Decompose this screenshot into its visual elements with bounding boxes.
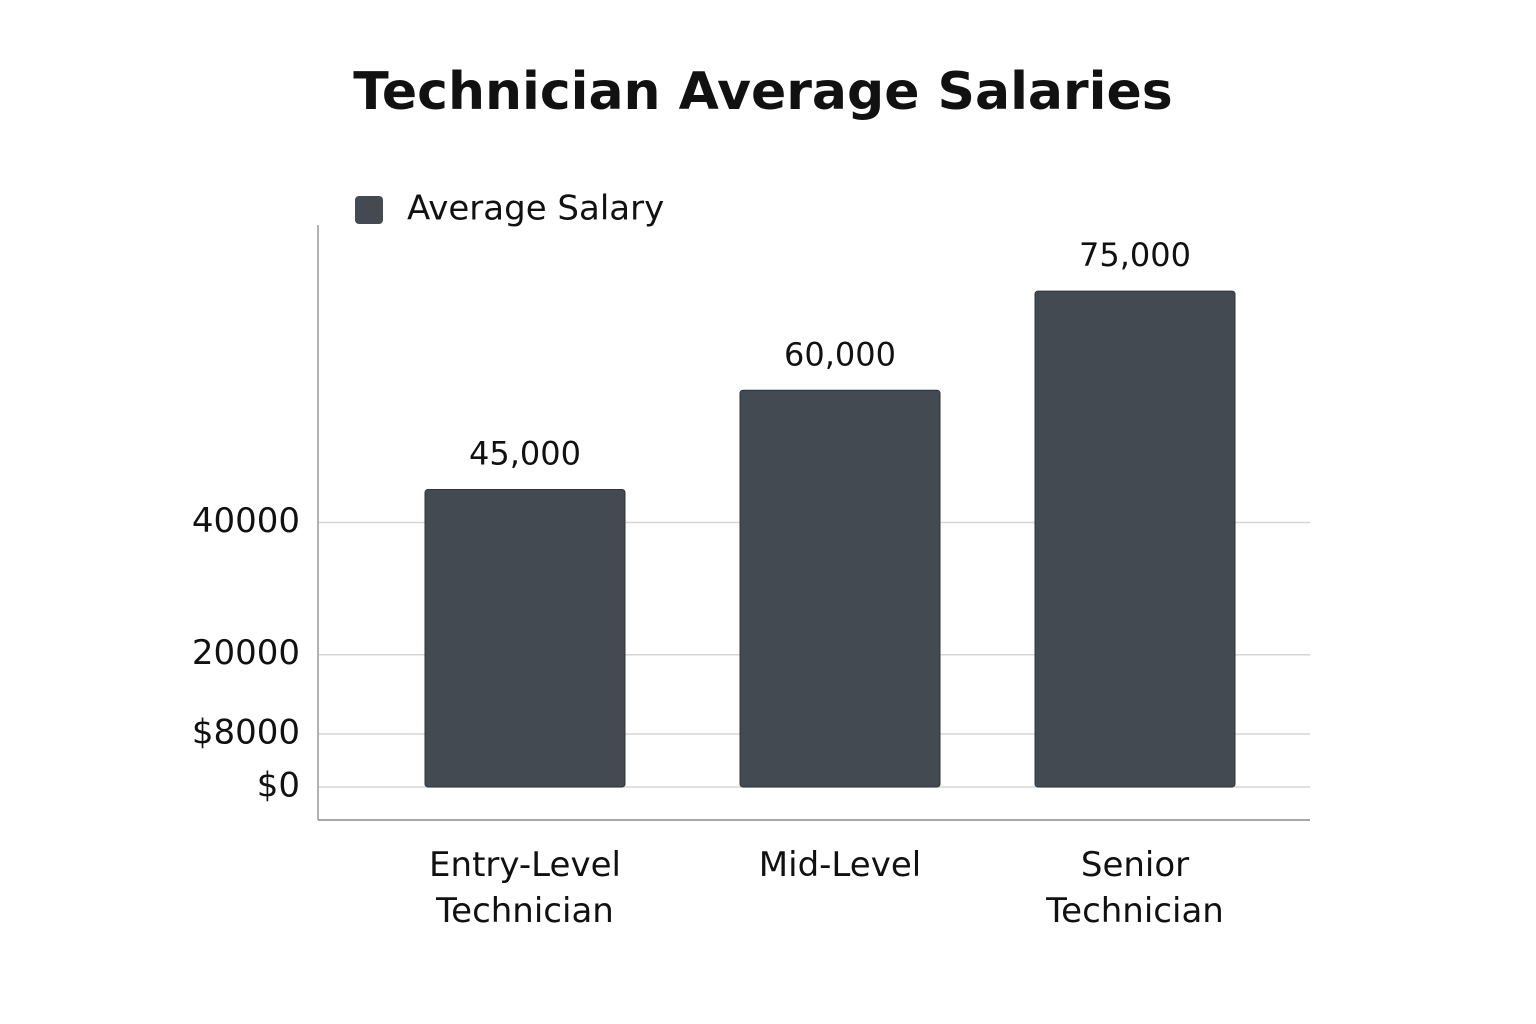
y-tick-label: 20000 [192, 633, 300, 673]
value-label: 45,000 [469, 434, 581, 472]
value-label: 75,000 [1079, 236, 1191, 274]
legend-label: Average Salary [407, 189, 664, 229]
x-tick-label: Mid-Level [759, 845, 921, 885]
value-label: 60,000 [784, 335, 896, 373]
x-tick-label: Senior Technician [1045, 845, 1224, 931]
x-tick-label: Entry-Level Technician [429, 845, 621, 931]
legend-swatch [355, 196, 383, 224]
y-tick-label: $8000 [192, 713, 300, 753]
chart-title: Technician Average Salaries [353, 62, 1172, 122]
bar [739, 389, 941, 788]
bar [1034, 290, 1236, 788]
y-tick-label: 40000 [192, 501, 300, 541]
bar [424, 488, 626, 788]
y-tick-label: $0 [257, 765, 300, 805]
